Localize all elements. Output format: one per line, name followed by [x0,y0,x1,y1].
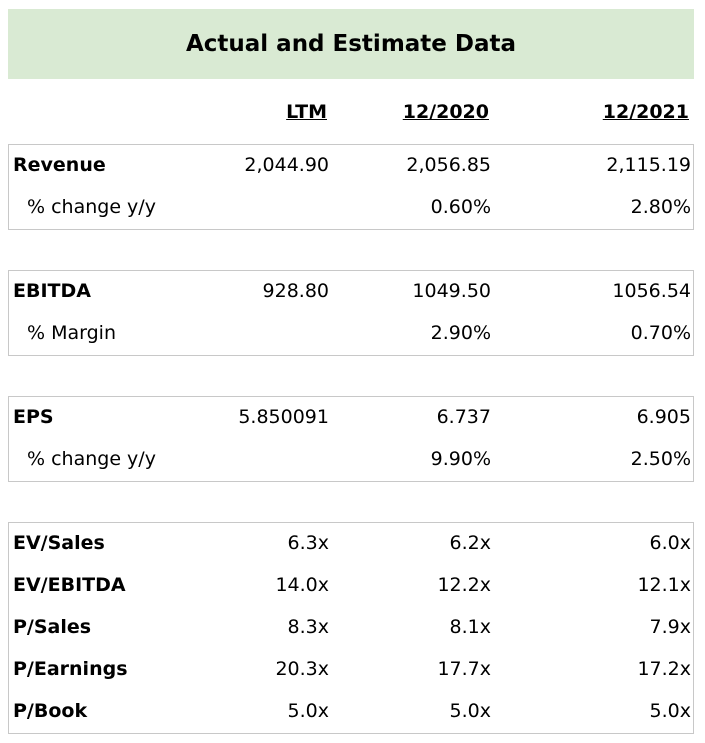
row-label: Revenue [13,154,106,176]
cell-ltm: 8.3x [287,616,329,638]
cell-ltm: 5.850091 [238,406,329,428]
column-header-2021: 12/2021 [602,101,689,123]
cell-2021: 5.0x [649,700,691,722]
row-label: EV/EBITDA [13,574,126,596]
table-row: % Margin 2.90% 0.70% [9,313,693,355]
cell-ltm: 2,044.90 [244,154,329,176]
cell-2020: 2,056.85 [406,154,491,176]
table-row: Revenue 2,044.90 2,056.85 2,115.19 [9,145,693,187]
row-label: P/Earnings [13,658,128,680]
cell-2020: 6.737 [436,406,491,428]
table-row: % change y/y 0.60% 2.80% [9,187,693,229]
table-row: % change y/y 9.90% 2.50% [9,439,693,481]
column-header-2020: 12/2020 [402,101,489,123]
cell-ltm: 928.80 [262,280,329,302]
cell-2021: 2.80% [630,196,691,218]
row-label: P/Book [13,700,88,722]
cell-2020: 0.60% [430,196,491,218]
cell-ltm: 14.0x [275,574,329,596]
cell-2020: 12.2x [437,574,491,596]
cell-2020: 6.2x [449,532,491,554]
cell-2021: 2.50% [630,448,691,470]
row-label: % change y/y [27,196,156,218]
cell-2020: 5.0x [449,700,491,722]
table-row: P/Book 5.0x 5.0x 5.0x [9,691,693,733]
cell-ltm: 20.3x [275,658,329,680]
cell-ltm: 5.0x [287,700,329,722]
table-row: EBITDA 928.80 1049.50 1056.54 [9,271,693,313]
cell-2021: 7.9x [649,616,691,638]
cell-2021: 2,115.19 [606,154,691,176]
cell-2021: 17.2x [637,658,691,680]
cell-2020: 1049.50 [412,280,491,302]
table-row: EV/Sales 6.3x 6.2x 6.0x [9,523,693,565]
section-ebitda: EBITDA 928.80 1049.50 1056.54 % Margin 2… [8,270,694,356]
cell-2021: 6.0x [649,532,691,554]
row-label: EPS [13,406,54,428]
cell-2021: 6.905 [636,406,691,428]
row-label: EBITDA [13,280,91,302]
cell-2021: 1056.54 [612,280,691,302]
cell-2020: 8.1x [449,616,491,638]
table-row: EPS 5.850091 6.737 6.905 [9,397,693,439]
cell-ltm: 6.3x [287,532,329,554]
cell-2020: 2.90% [430,322,491,344]
table-row: P/Earnings 20.3x 17.7x 17.2x [9,649,693,691]
table-row: P/Sales 8.3x 8.1x 7.9x [9,607,693,649]
cell-2021: 12.1x [637,574,691,596]
row-label: EV/Sales [13,532,105,554]
table-row: EV/EBITDA 14.0x 12.2x 12.1x [9,565,693,607]
row-label: % change y/y [27,448,156,470]
table-title: Actual and Estimate Data [8,9,694,79]
section-multiples: EV/Sales 6.3x 6.2x 6.0x EV/EBITDA 14.0x … [8,522,694,734]
row-label: % Margin [27,322,116,344]
section-revenue: Revenue 2,044.90 2,056.85 2,115.19 % cha… [8,144,694,230]
cell-2021: 0.70% [630,322,691,344]
cell-2020: 17.7x [437,658,491,680]
row-label: P/Sales [13,616,92,638]
column-header-ltm: LTM [286,101,327,123]
section-eps: EPS 5.850091 6.737 6.905 % change y/y 9.… [8,396,694,482]
cell-2020: 9.90% [430,448,491,470]
